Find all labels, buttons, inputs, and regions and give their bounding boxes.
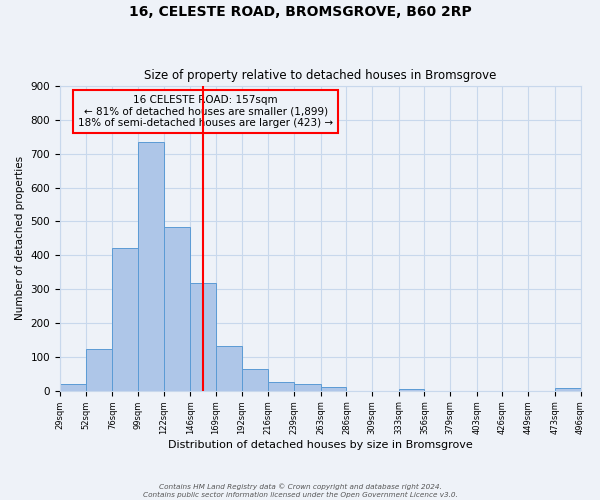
Bar xyxy=(60,384,86,390)
Bar xyxy=(216,346,242,391)
Bar xyxy=(190,284,216,391)
Bar xyxy=(321,388,346,390)
Text: 16 CELESTE ROAD: 157sqm
← 81% of detached houses are smaller (1,899)
18% of semi: 16 CELESTE ROAD: 157sqm ← 81% of detache… xyxy=(78,95,333,128)
Bar xyxy=(555,388,581,390)
X-axis label: Distribution of detached houses by size in Bromsgrove: Distribution of detached houses by size … xyxy=(168,440,473,450)
Y-axis label: Number of detached properties: Number of detached properties xyxy=(15,156,25,320)
Bar xyxy=(164,227,190,390)
Bar xyxy=(112,248,138,390)
Bar xyxy=(294,384,321,390)
Text: Contains HM Land Registry data © Crown copyright and database right 2024.
Contai: Contains HM Land Registry data © Crown c… xyxy=(143,484,457,498)
Bar xyxy=(242,368,268,390)
Title: Size of property relative to detached houses in Bromsgrove: Size of property relative to detached ho… xyxy=(144,69,496,82)
Bar xyxy=(268,382,294,390)
Bar xyxy=(399,389,424,390)
Bar xyxy=(138,142,164,390)
Text: 16, CELESTE ROAD, BROMSGROVE, B60 2RP: 16, CELESTE ROAD, BROMSGROVE, B60 2RP xyxy=(128,5,472,19)
Bar xyxy=(86,350,112,391)
